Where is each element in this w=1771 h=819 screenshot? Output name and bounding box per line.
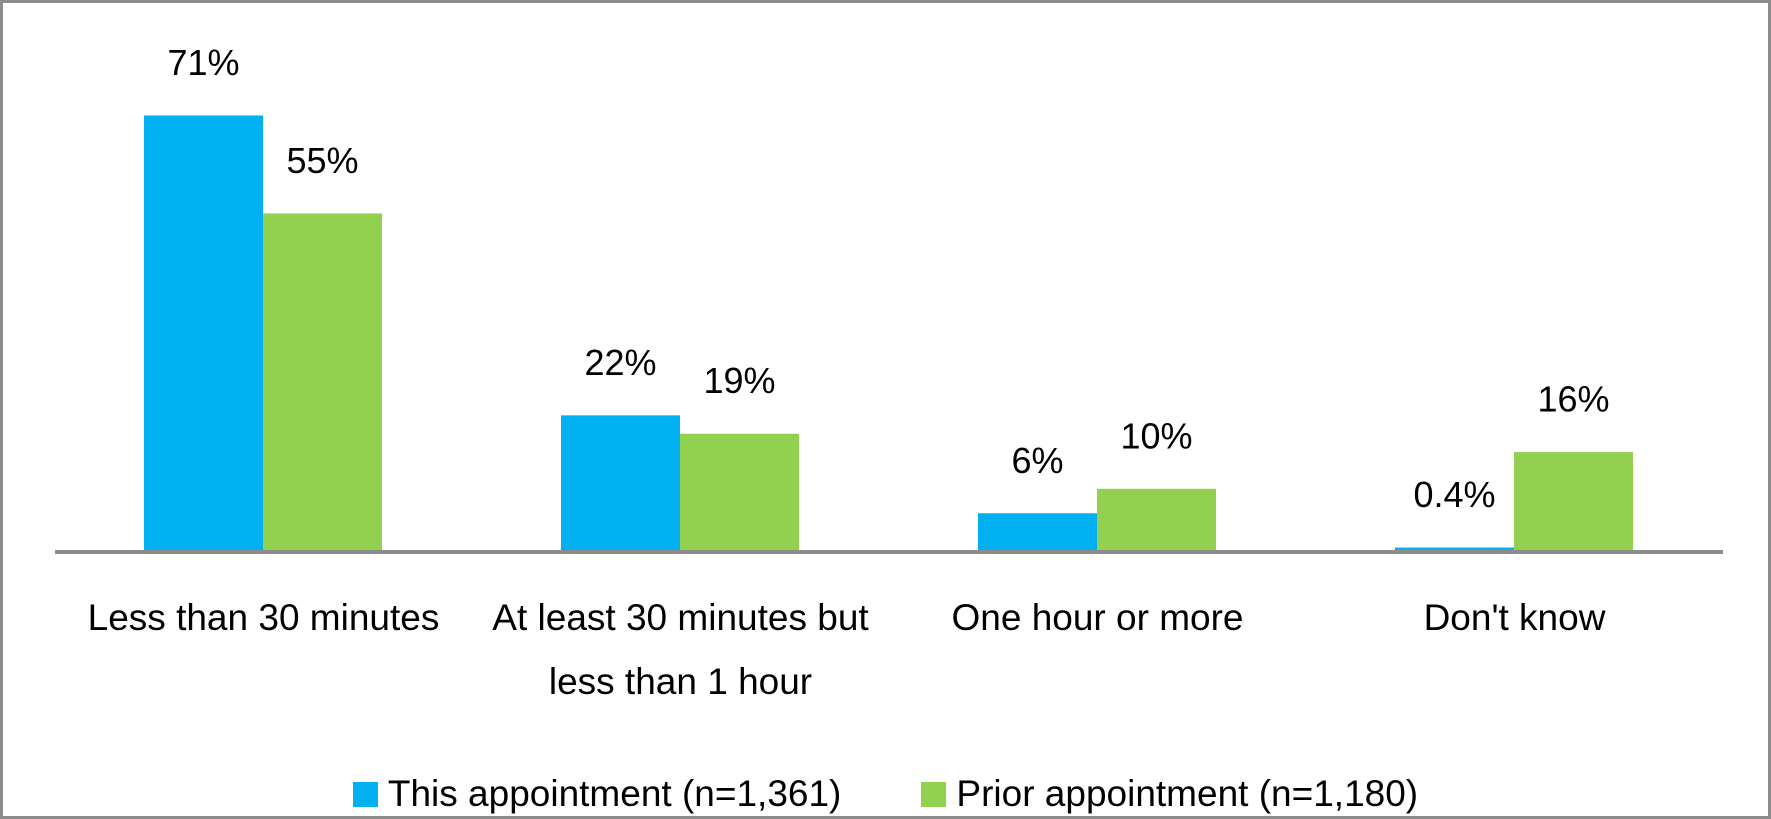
bar [680,433,799,550]
bar [1097,488,1216,550]
legend-swatch [921,781,947,807]
bar [1514,452,1633,550]
bar [561,415,680,550]
value-label: 6% [1011,440,1063,481]
x-tick-label: One hour or more [951,597,1244,638]
legend: This appointment (n=1,361) Prior appointm… [3,773,1768,815]
value-label: 71% [167,42,239,83]
bar [1395,547,1514,550]
value-label: 19% [703,360,775,401]
x-tick-label: Don't know [1423,597,1606,638]
value-label: 55% [286,140,358,181]
plot-area: 71% 55% 22% 19% 6% 10% 0.4% 16% [55,42,1723,554]
legend-item: This appointment (n=1,361) [352,773,842,815]
legend-label: Prior appointment (n=1,180) [956,773,1419,814]
legend-swatch [352,781,378,807]
value-label: 0.4% [1413,474,1495,515]
value-label: 22% [584,342,656,383]
legend-item: Prior appointment (n=1,180) [921,773,1418,815]
legend-label: This appointment (n=1,361) [387,773,842,814]
value-label: 16% [1537,379,1609,420]
bar [144,115,263,550]
value-label: 10% [1120,415,1192,456]
bar [978,513,1097,550]
bar [263,213,382,550]
x-tick-label: Less than 30 minutes [87,597,440,638]
x-tick-label: At least 30 minutes but less than 1 hour [492,597,869,702]
